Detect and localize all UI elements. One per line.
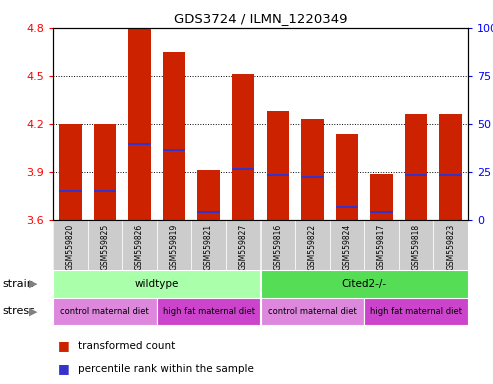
Text: high fat maternal diet: high fat maternal diet [163,307,254,316]
Text: GSM559816: GSM559816 [273,224,282,270]
Bar [405,114,427,220]
Bar [232,74,254,220]
Bar [267,111,289,220]
Bar [370,211,393,213]
Bar [267,174,289,176]
Bar [301,119,323,220]
Bar [226,220,260,270]
Text: transformed count: transformed count [78,341,175,351]
Text: control maternal diet: control maternal diet [268,307,357,316]
Text: GSM559822: GSM559822 [308,224,317,270]
Bar [53,270,260,298]
Bar [157,298,260,325]
Text: GSM559824: GSM559824 [343,224,352,270]
Text: control maternal diet: control maternal diet [61,307,149,316]
Text: GSM559817: GSM559817 [377,224,386,270]
Bar [330,220,364,270]
Title: GDS3724 / ILMN_1220349: GDS3724 / ILMN_1220349 [174,12,347,25]
Bar [336,134,358,220]
Bar [128,28,151,220]
Text: Cited2-/-: Cited2-/- [342,279,387,289]
Bar [59,124,81,220]
Bar [301,176,323,178]
Text: GSM559821: GSM559821 [204,224,213,270]
Bar [399,220,433,270]
Text: stress: stress [2,306,35,316]
Bar [197,211,220,213]
Text: ■: ■ [58,339,70,352]
Bar [59,190,81,192]
Bar [122,220,157,270]
Bar [439,114,462,220]
Bar [197,170,220,220]
Text: ▶: ▶ [29,279,37,289]
Bar [53,220,88,270]
Bar [405,174,427,176]
Text: ▶: ▶ [29,306,37,316]
Bar [433,220,468,270]
Bar [364,298,468,325]
Text: strain: strain [2,279,35,289]
Text: GSM559826: GSM559826 [135,224,144,270]
Bar [260,270,468,298]
Text: GSM559823: GSM559823 [446,224,455,270]
Bar [157,220,191,270]
Bar [163,52,185,220]
Text: percentile rank within the sample: percentile rank within the sample [78,364,253,374]
Bar [53,298,157,325]
Bar [336,206,358,208]
Text: GSM559827: GSM559827 [239,224,247,270]
Bar [295,220,330,270]
Bar [260,298,364,325]
Text: wildtype: wildtype [135,279,179,289]
Bar [94,190,116,192]
Text: GSM559820: GSM559820 [66,224,75,270]
Bar [163,149,185,151]
Bar [88,220,122,270]
Bar [232,168,254,170]
Bar [260,220,295,270]
Text: GSM559825: GSM559825 [101,224,109,270]
Text: high fat maternal diet: high fat maternal diet [370,307,462,316]
Bar [370,174,393,220]
Bar [364,220,399,270]
Bar [191,220,226,270]
Text: GSM559818: GSM559818 [412,224,421,270]
Bar [128,143,151,145]
Text: GSM559819: GSM559819 [170,224,178,270]
Text: ■: ■ [58,362,70,375]
Bar [94,124,116,220]
Bar [439,174,462,176]
